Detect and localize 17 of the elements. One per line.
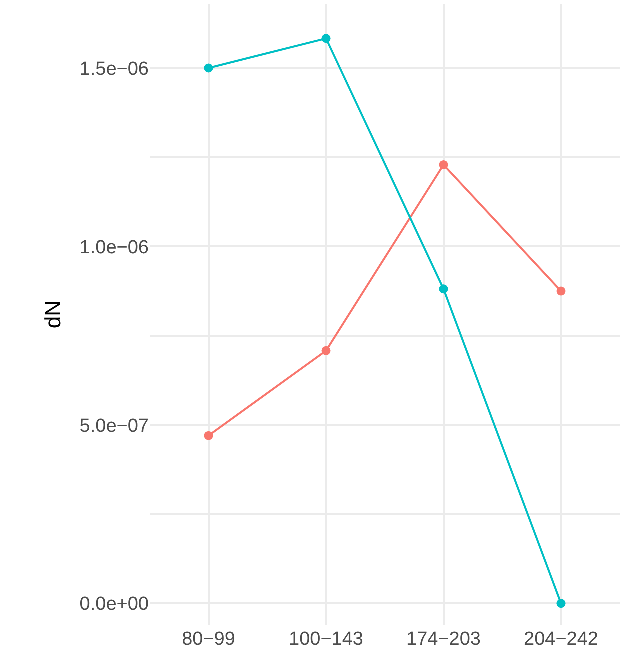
y-tick-label: 1.0e−06	[80, 237, 149, 258]
point	[556, 599, 566, 608]
point	[439, 284, 448, 294]
x-tick-label: 100−143	[289, 629, 364, 650]
point	[204, 431, 214, 440]
point	[556, 286, 566, 296]
point	[322, 34, 331, 44]
y-axis-title: dN	[40, 300, 66, 329]
x-tick-label: 174−203	[406, 629, 481, 650]
y-tick-label: 1.5e−06	[80, 58, 149, 80]
x-tick-label: 204−242	[524, 629, 598, 650]
x-tick-label: 80−99	[182, 629, 236, 650]
y-tick-label: 5.0e−07	[80, 416, 149, 437]
y-tick-label: 0.0e+00	[80, 594, 149, 616]
point	[204, 64, 214, 73]
point	[322, 346, 331, 356]
point	[439, 160, 448, 170]
